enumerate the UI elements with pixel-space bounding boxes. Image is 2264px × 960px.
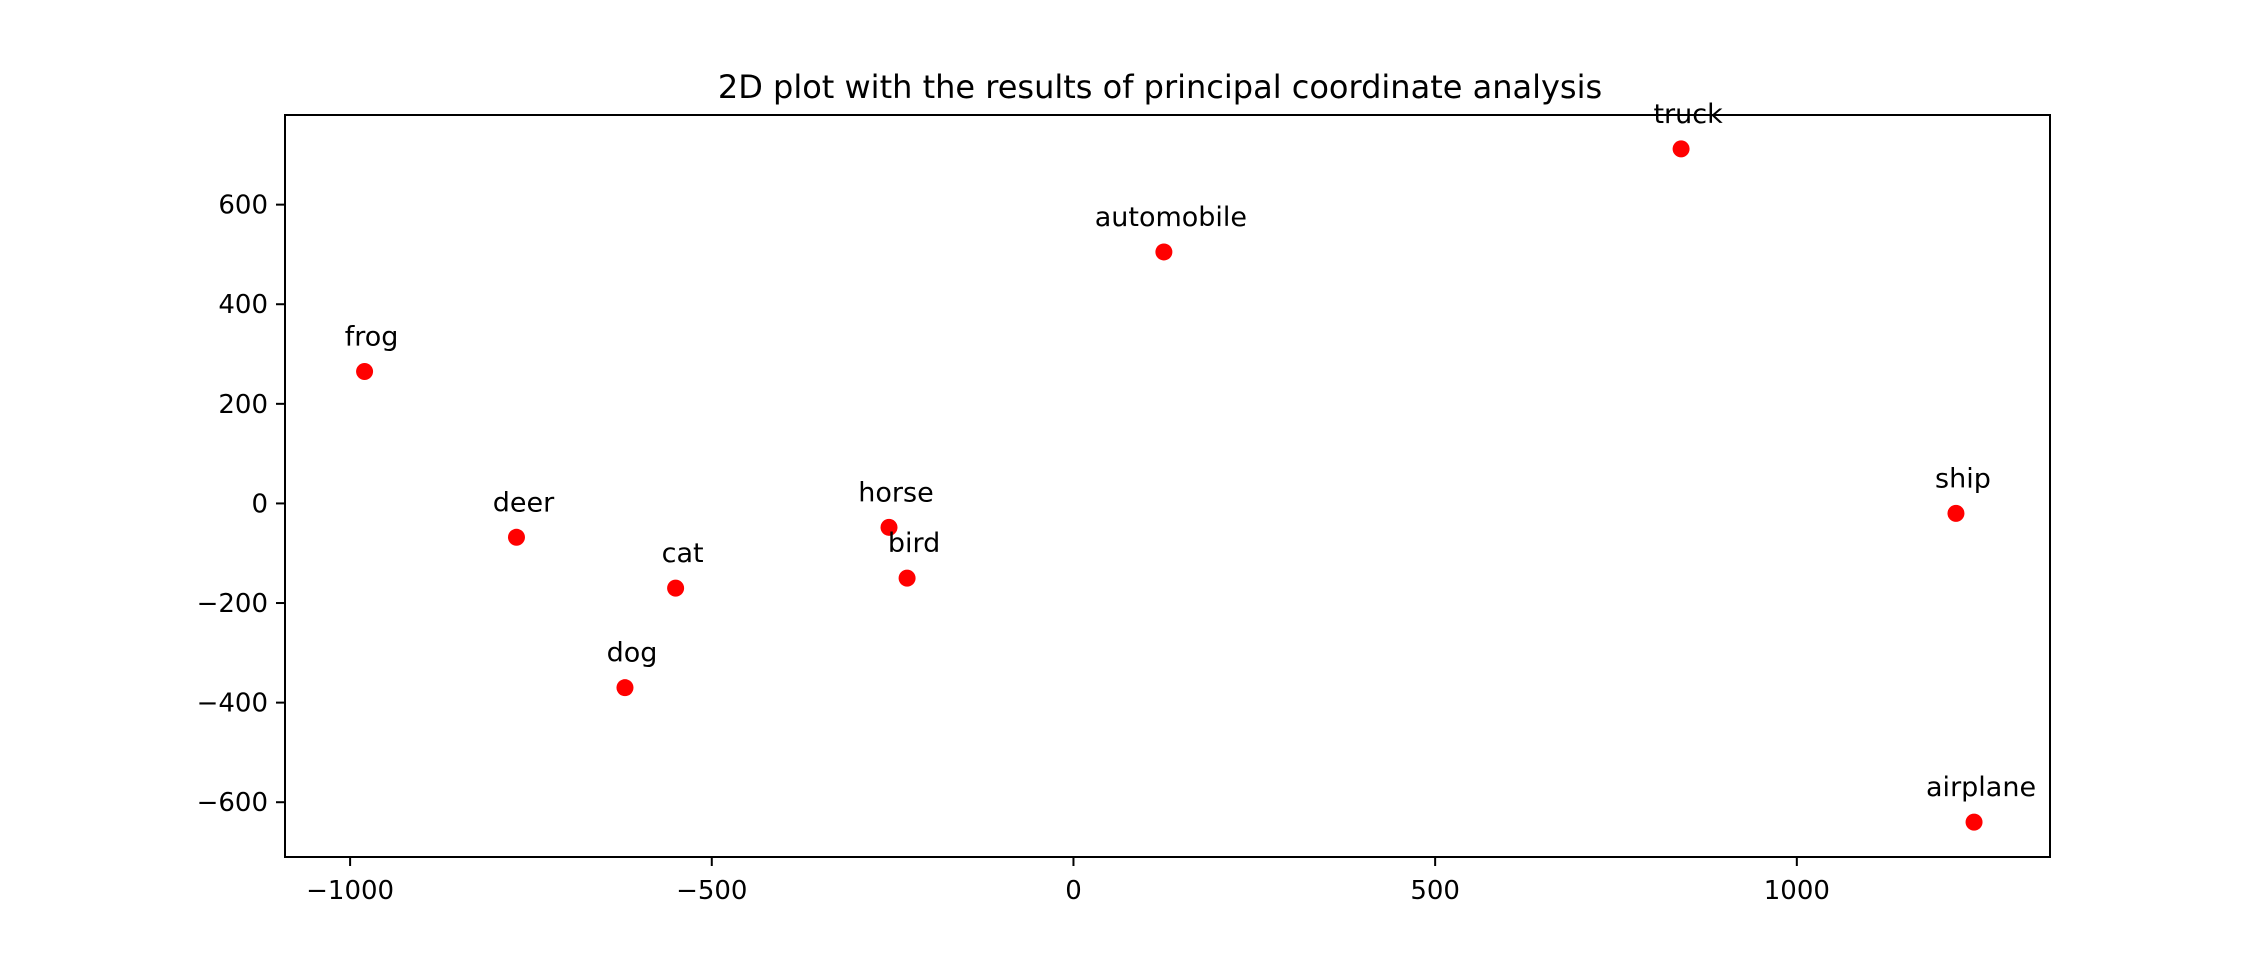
y-tick-label: −400 <box>197 689 268 719</box>
point-label-deer: deer <box>493 487 555 518</box>
y-axis: 600 400 200 0 −200 −400 −600 <box>197 191 285 818</box>
x-axis: −1000 −500 0 500 1000 <box>306 857 1830 906</box>
point-label-cat: cat <box>662 538 704 569</box>
data-point-horse <box>880 518 898 536</box>
x-tick-label: 0 <box>1065 876 1082 906</box>
point-label-bird: bird <box>888 528 940 559</box>
x-tick-label: 1000 <box>1764 876 1830 906</box>
y-tick-label: 400 <box>218 290 268 320</box>
x-tick-label: −1000 <box>306 876 394 906</box>
data-point-airplane <box>1965 813 1983 831</box>
plot-frame <box>284 114 2051 858</box>
point-label-frog: frog <box>345 321 399 352</box>
data-point-dog <box>616 679 634 697</box>
y-tick-label: 600 <box>218 191 268 221</box>
point-label-automobile: automobile <box>1095 202 1247 233</box>
point-label-horse: horse <box>858 477 933 508</box>
data-point-cat <box>667 579 685 597</box>
y-tick-label: −600 <box>197 788 268 818</box>
data-point-bird <box>898 569 916 587</box>
data-point-deer <box>507 528 525 546</box>
point-label-airplane: airplane <box>1926 772 2036 803</box>
y-tick-label: −200 <box>197 589 268 619</box>
y-tick-label: 0 <box>251 489 268 519</box>
x-tick-label: −500 <box>676 876 747 906</box>
point-label-ship: ship <box>1935 463 1991 494</box>
x-tick-label: 500 <box>1410 876 1460 906</box>
y-tick-label: 200 <box>218 390 268 420</box>
chart-title: 2D plot with the results of principal co… <box>718 68 1602 106</box>
data-point-frog <box>356 362 374 380</box>
data-point-automobile <box>1155 243 1173 261</box>
point-label-dog: dog <box>607 638 658 669</box>
data-point-truck <box>1672 140 1690 158</box>
data-point-ship <box>1947 504 1965 522</box>
